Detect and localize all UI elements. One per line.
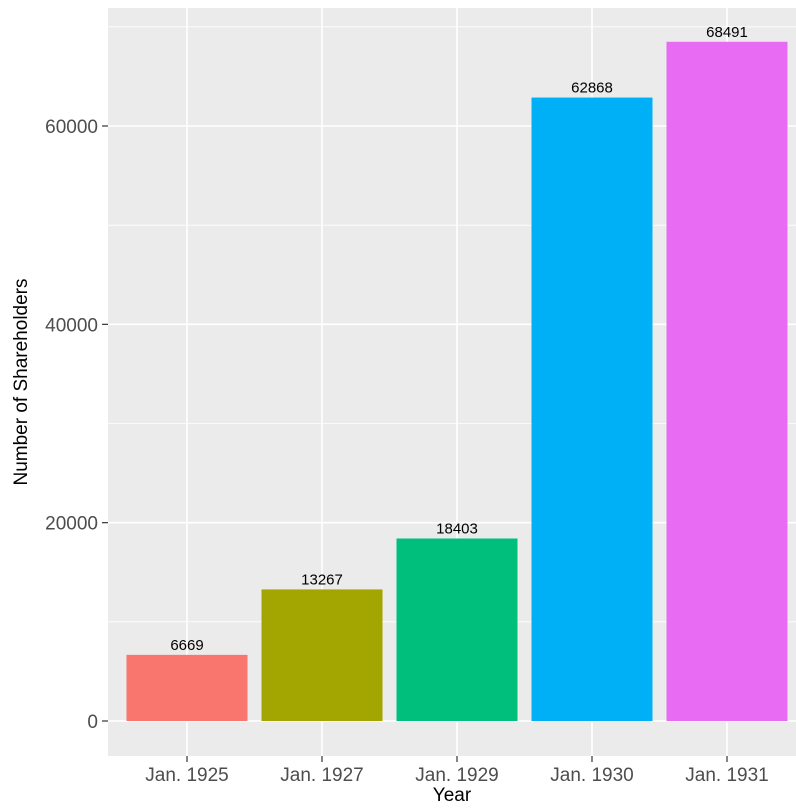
- x-axis: Jan. 1925 Jan. 1927 Jan. 1929 Jan. 1930 Jan.…: [145, 756, 769, 786]
- y-axis-title: Number of Shareholders: [11, 279, 32, 486]
- x-tick-label: Jan. 1930: [550, 765, 633, 786]
- bar: [666, 41, 788, 721]
- bar: [126, 654, 248, 721]
- bar: [531, 97, 653, 721]
- bar-value-label: 62868: [571, 80, 613, 97]
- y-tick-label: 60000: [45, 117, 98, 138]
- y-tick-label: 40000: [45, 315, 98, 336]
- x-tick-label: Jan. 1931: [685, 765, 768, 786]
- bar-value-label: 13267: [301, 571, 343, 588]
- data-labels-group: 6669 13267 18403 62868 68491: [170, 24, 748, 654]
- x-tick-label: Jan. 1929: [415, 765, 498, 786]
- y-tick-label: 20000: [45, 514, 98, 535]
- x-tick-label: Jan. 1925: [145, 765, 228, 786]
- bars-group: [126, 41, 788, 721]
- x-tick-label: Jan. 1927: [280, 765, 363, 786]
- bar-value-label: 6669: [170, 637, 203, 654]
- bar-value-label: 18403: [436, 521, 478, 538]
- bar: [261, 589, 383, 721]
- bar-value-label: 68491: [706, 24, 748, 41]
- y-axis: 0 20000 40000 60000: [45, 117, 108, 733]
- y-tick-label: 0: [87, 712, 98, 733]
- bar: [396, 538, 518, 721]
- x-axis-title: Year: [433, 785, 472, 806]
